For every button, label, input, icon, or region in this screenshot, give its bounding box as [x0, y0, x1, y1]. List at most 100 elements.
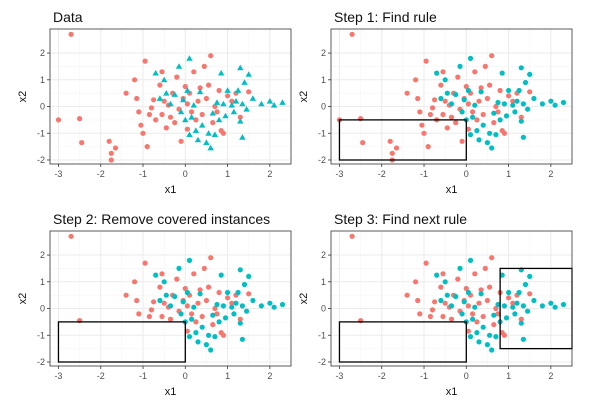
- point-series-b: [267, 300, 273, 306]
- point-series-b: [231, 311, 237, 317]
- point-series-a: [206, 284, 212, 290]
- plot-area: [50, 231, 291, 366]
- point-series-b: [461, 299, 467, 305]
- point-series-b: [461, 97, 467, 103]
- point-series-b: [178, 311, 184, 317]
- point-series-b: [186, 55, 193, 61]
- point-series-b: [239, 336, 245, 342]
- point-series-b: [243, 106, 250, 112]
- point-series-b: [510, 304, 516, 310]
- point-series-a: [442, 300, 448, 306]
- point-series-b: [522, 281, 529, 288]
- point-series-b: [442, 77, 448, 83]
- point-series-b: [152, 69, 159, 76]
- x-tick-label: -3: [335, 169, 343, 179]
- point-series-a: [195, 300, 201, 306]
- point-series-a: [191, 69, 197, 75]
- point-series-a: [216, 87, 222, 94]
- point-series-b: [506, 289, 512, 296]
- point-series-a: [79, 140, 85, 146]
- point-series-a: [216, 289, 222, 296]
- point-series-a: [167, 316, 174, 322]
- point-series-a: [163, 125, 169, 131]
- point-series-b: [520, 303, 527, 309]
- point-series-b: [531, 95, 537, 102]
- point-series-a: [448, 316, 455, 322]
- point-series-b: [438, 95, 444, 102]
- point-series-a: [501, 332, 507, 338]
- point-series-a: [132, 279, 138, 285]
- x-tick-label: 2: [267, 169, 272, 179]
- point-series-a: [470, 109, 476, 115]
- panel-4: Step 3: Find next rule -3 -2 -1 0 1 2 -2 -1 0 1 2 x1…: [298, 211, 573, 398]
- point-series-a: [476, 300, 482, 306]
- point-series-a: [429, 307, 436, 313]
- y-tick-label: 0: [321, 304, 326, 314]
- point-series-b: [279, 301, 286, 308]
- point-series-a: [193, 319, 199, 325]
- point-series-b: [470, 316, 476, 322]
- x-tick-label: 0: [183, 169, 188, 179]
- point-series-b: [487, 332, 493, 338]
- point-series-b: [209, 110, 216, 116]
- point-series-b: [222, 112, 229, 119]
- point-series-a: [167, 114, 174, 120]
- x-tick-label: 0: [464, 169, 469, 179]
- point-series-a: [474, 319, 480, 325]
- point-series-a: [193, 117, 199, 123]
- point-series-a: [415, 95, 421, 102]
- point-series-a: [206, 82, 212, 88]
- point-series-a: [237, 114, 243, 120]
- x-tick-label: 1: [506, 371, 511, 381]
- point-series-b: [237, 118, 244, 124]
- point-series-b: [203, 139, 210, 145]
- point-series-b: [220, 303, 226, 309]
- point-series-b: [194, 136, 202, 143]
- point-series-a: [157, 82, 163, 88]
- x-tick-label: -1: [139, 371, 147, 381]
- point-series-b: [249, 95, 257, 101]
- point-series-a: [172, 120, 178, 126]
- point-series-a: [501, 130, 507, 136]
- point-series-a: [146, 313, 152, 320]
- panel-title: Step 2: Remove covered instances: [53, 211, 270, 227]
- point-series-a: [199, 111, 205, 118]
- y-axis-title: x2: [298, 293, 310, 305]
- point-series-b: [478, 291, 484, 297]
- point-series-a: [453, 120, 459, 126]
- point-series-b: [188, 114, 195, 120]
- point-series-b: [241, 281, 248, 288]
- point-series-a: [444, 125, 450, 131]
- point-series-b: [239, 134, 246, 140]
- panel-border: [330, 230, 573, 367]
- y-tick-label: 2: [40, 48, 45, 58]
- point-series-b: [191, 304, 197, 310]
- point-series-b: [480, 122, 486, 128]
- point-series-b: [237, 267, 243, 273]
- point-series-b: [476, 339, 482, 345]
- point-series-b: [467, 132, 474, 138]
- point-series-a: [487, 82, 493, 88]
- point-series-a: [389, 150, 395, 156]
- point-series-a: [178, 138, 184, 144]
- point-series-b: [161, 76, 168, 83]
- point-series-a: [68, 31, 74, 37]
- point-series-a: [465, 303, 471, 309]
- point-series-a: [510, 98, 516, 104]
- point-series-a: [208, 53, 214, 59]
- point-series-a: [184, 126, 190, 132]
- x-tick-label: 2: [548, 169, 553, 179]
- point-series-a: [527, 89, 533, 95]
- point-series-a: [197, 287, 203, 293]
- points-layer: [55, 31, 286, 163]
- point-series-a: [184, 328, 190, 334]
- point-series-a: [151, 97, 157, 103]
- point-series-b: [525, 106, 531, 112]
- y-axis-title: x2: [17, 91, 29, 103]
- point-series-b: [239, 100, 246, 107]
- point-series-b: [208, 347, 214, 353]
- point-series-a: [229, 300, 235, 306]
- point-series-a: [159, 69, 165, 75]
